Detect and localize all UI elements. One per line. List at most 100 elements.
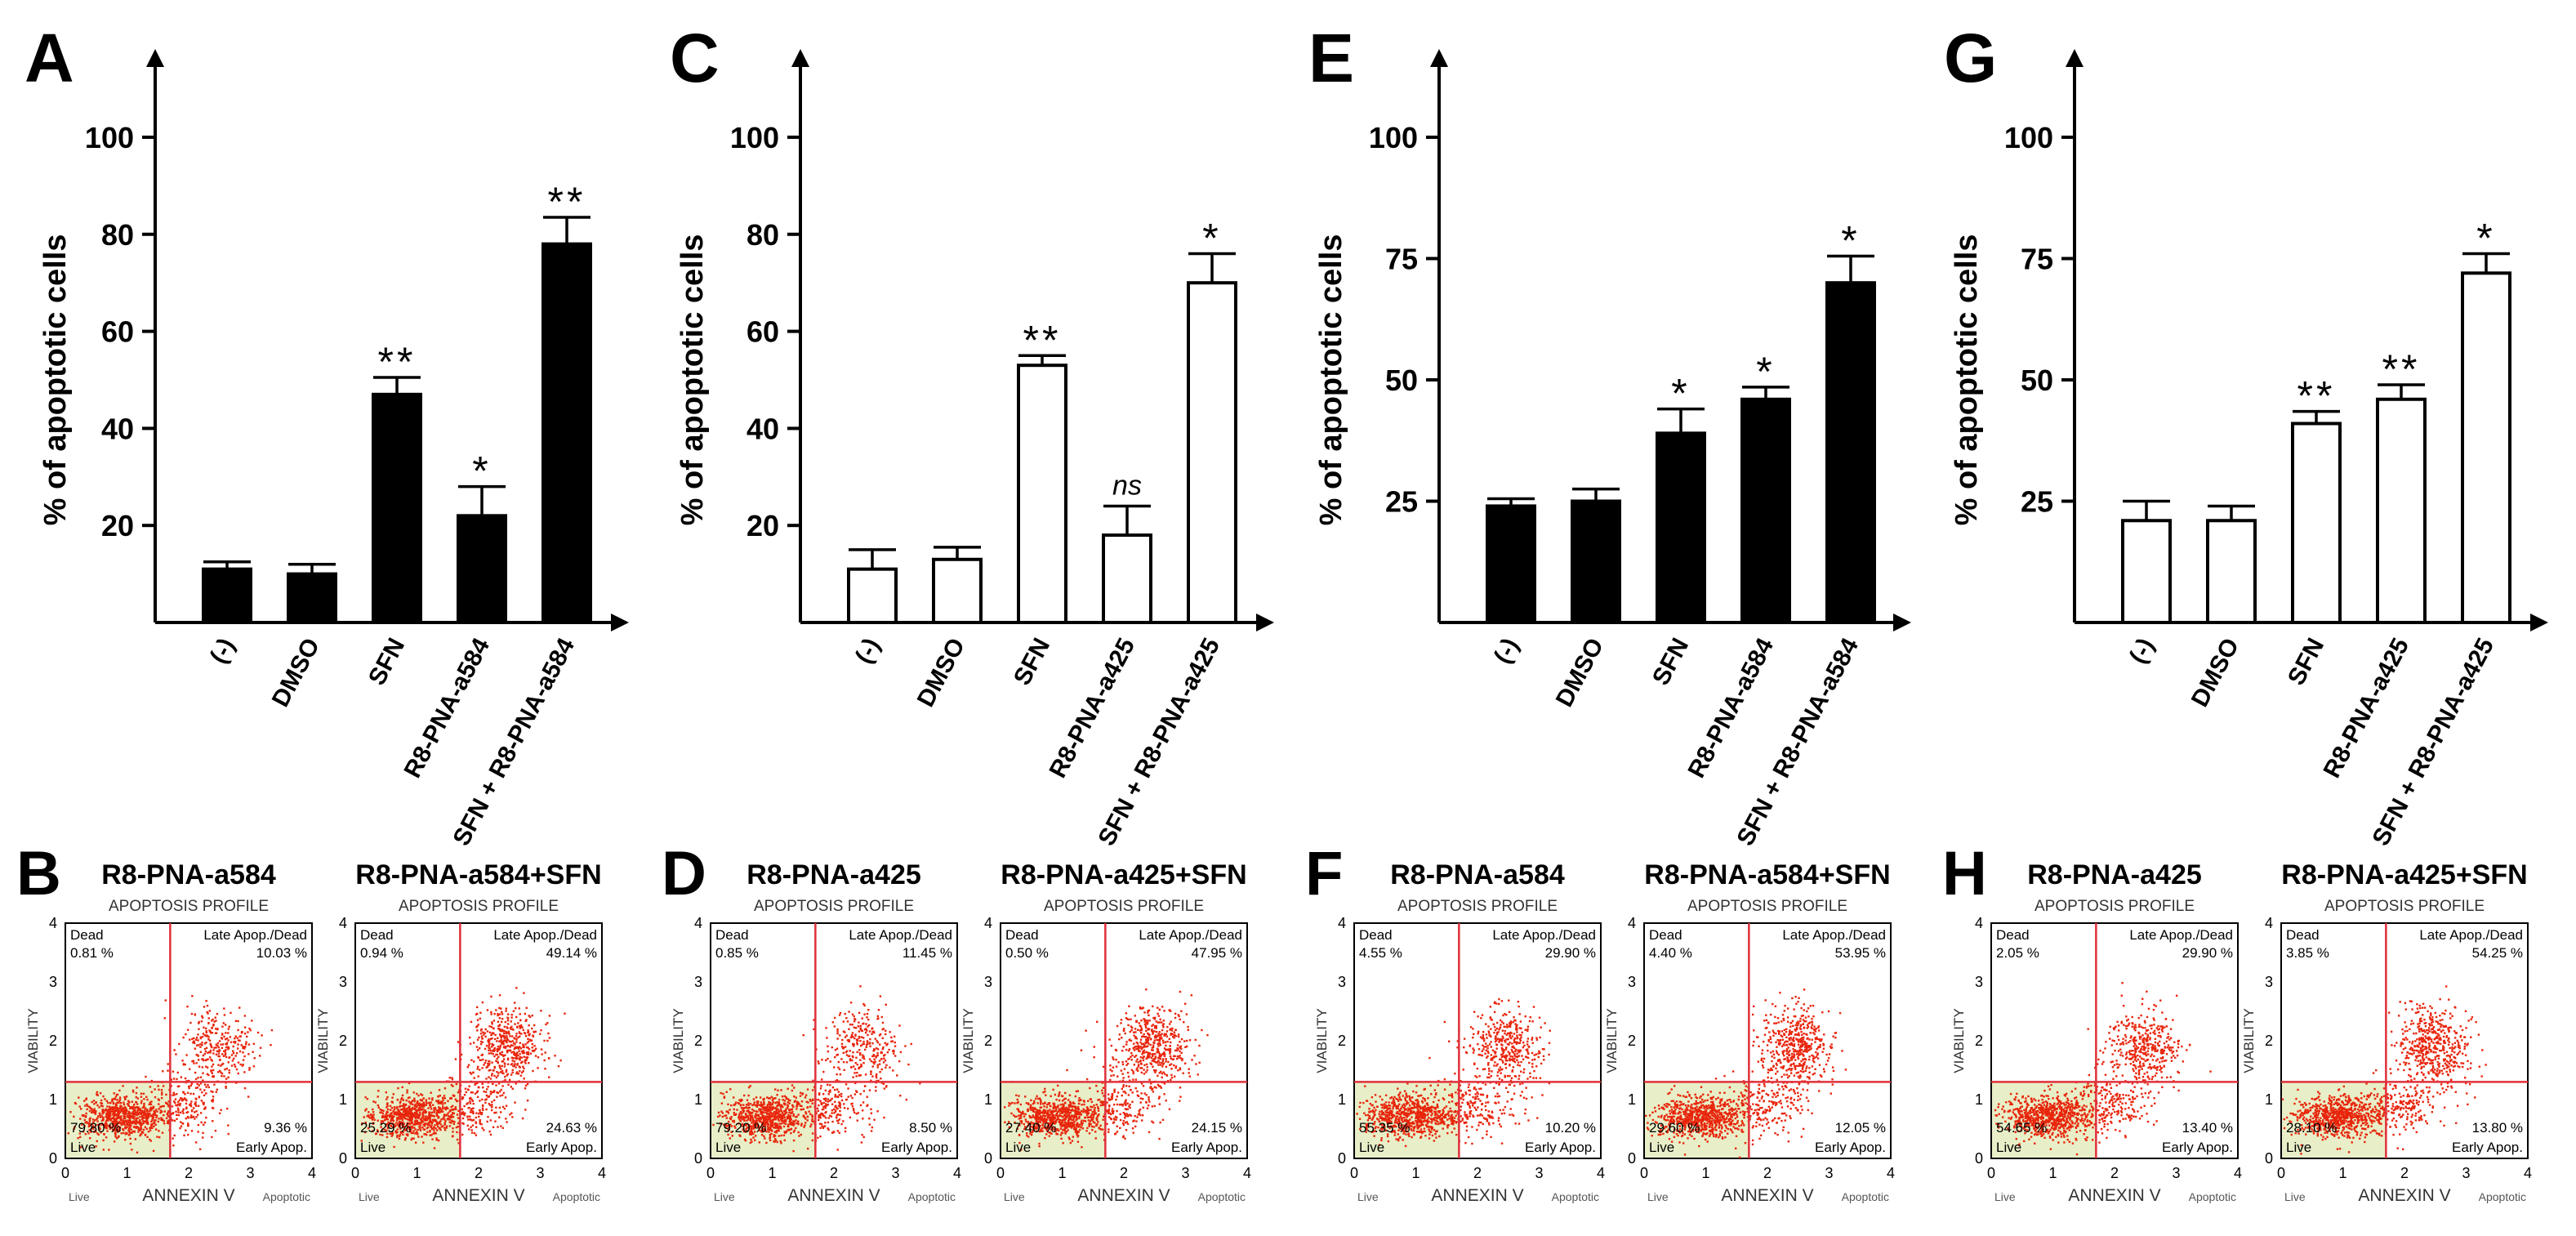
scatter-point	[439, 1095, 442, 1097]
scatter-point	[769, 1124, 772, 1127]
scatter-point	[470, 1131, 474, 1134]
scatter-point	[154, 1123, 157, 1127]
scatter-point	[481, 1127, 484, 1130]
scatter-point	[497, 1013, 499, 1015]
scatter-point	[225, 1032, 227, 1034]
category-label: DMSO	[267, 634, 325, 712]
scatter-point	[510, 1016, 513, 1019]
scatter-point	[826, 1037, 828, 1039]
scatter-point	[416, 1113, 418, 1116]
scatter-point	[507, 1030, 510, 1033]
scatter-point	[187, 1122, 189, 1125]
scatter-point	[504, 1063, 506, 1065]
scatter-point	[880, 1078, 882, 1080]
scatter-point	[406, 1107, 408, 1110]
scatter-point	[177, 1109, 180, 1112]
scatter-point	[215, 1091, 218, 1093]
scatter-point	[246, 1035, 248, 1038]
scatter-point	[1018, 1110, 1021, 1113]
plot-frame	[1000, 922, 1248, 1159]
scatter-point	[176, 1078, 178, 1081]
scatter-point	[745, 1129, 748, 1132]
scatter-point	[862, 1037, 865, 1039]
scatter-point	[194, 1103, 196, 1105]
scatter-point	[126, 1132, 128, 1135]
scatter-point	[395, 1113, 399, 1116]
scatter-point	[742, 1109, 744, 1112]
scatter-point	[197, 1033, 199, 1036]
scatter-point	[184, 1063, 186, 1066]
scatter-point	[524, 1109, 527, 1111]
scatter-point	[452, 1131, 454, 1133]
scatter-point	[1064, 1097, 1067, 1100]
scatter-point	[741, 1118, 743, 1120]
scatter-point	[515, 1057, 518, 1060]
scatter-point	[405, 1127, 408, 1131]
scatter-point	[221, 1046, 224, 1050]
scatter-point	[752, 1098, 755, 1100]
scatter-point	[212, 1018, 214, 1021]
scatter-point	[527, 1029, 529, 1032]
scatter-point	[778, 1110, 781, 1113]
scatter-point	[1075, 1127, 1077, 1130]
scatter-point	[1099, 1127, 1101, 1130]
scatter-point	[838, 1068, 841, 1071]
y-axis-label: VIABILITY	[671, 1008, 686, 1073]
scatter-point	[476, 1068, 479, 1070]
scatter-point	[414, 1128, 417, 1131]
scatter-point	[767, 1122, 769, 1126]
scatter-point	[129, 1116, 131, 1119]
scatter-point	[546, 1022, 549, 1024]
scatter-point	[211, 1026, 213, 1029]
significance-label: ns	[1112, 470, 1142, 501]
scatter-point	[148, 1103, 151, 1106]
scatter-point	[429, 1120, 431, 1123]
scatter-point	[472, 1102, 475, 1105]
scatter-point	[527, 1031, 529, 1034]
scatter-point	[162, 1070, 164, 1073]
scatter-point	[399, 1127, 402, 1130]
scatter-point	[1158, 1061, 1161, 1064]
scatter-point	[441, 1110, 444, 1113]
scatter-point	[853, 1072, 856, 1074]
scatter-point	[522, 1044, 525, 1047]
scatter-point	[135, 1091, 138, 1095]
scatter-point	[769, 1119, 772, 1122]
scatter-point	[820, 1113, 823, 1116]
scatter-point	[195, 1116, 198, 1118]
scatter-point	[876, 1110, 879, 1113]
scatter-point	[150, 1124, 153, 1127]
scatter-point	[400, 1122, 403, 1126]
scatter-point	[443, 1102, 447, 1104]
scatter-point	[884, 1059, 887, 1062]
scatter-point	[431, 1138, 434, 1140]
scatter-point	[393, 1108, 396, 1111]
scatter-point	[417, 1109, 419, 1112]
scatter-point	[122, 1129, 125, 1131]
scatter-point	[452, 1135, 454, 1137]
scatter-point	[429, 1134, 431, 1136]
scatter-point	[866, 1016, 868, 1019]
scatter-point	[804, 1124, 806, 1127]
scatter-point	[747, 1118, 750, 1121]
scatter-point	[1031, 1131, 1033, 1133]
scatter-point	[399, 1101, 402, 1104]
scatter-point	[863, 1048, 867, 1051]
scatter-point	[394, 1131, 398, 1134]
scatter-point	[1076, 1136, 1079, 1138]
scatter-point	[425, 1115, 427, 1118]
bar	[202, 567, 252, 624]
scatter-point	[747, 1094, 750, 1097]
scatter-point	[1090, 1100, 1094, 1104]
scatter-point	[391, 1132, 394, 1136]
category-label: SFN	[1647, 634, 1694, 689]
scatter-point	[503, 1025, 506, 1029]
scatter-point	[876, 1039, 878, 1042]
scatter-point	[527, 1053, 530, 1055]
scatter-point	[519, 1061, 523, 1064]
scatter-point	[892, 1069, 894, 1072]
scatter-point	[158, 1130, 160, 1132]
scatter-point	[387, 1121, 390, 1124]
scatter-point	[185, 1106, 188, 1109]
scatter-point	[225, 1055, 228, 1059]
